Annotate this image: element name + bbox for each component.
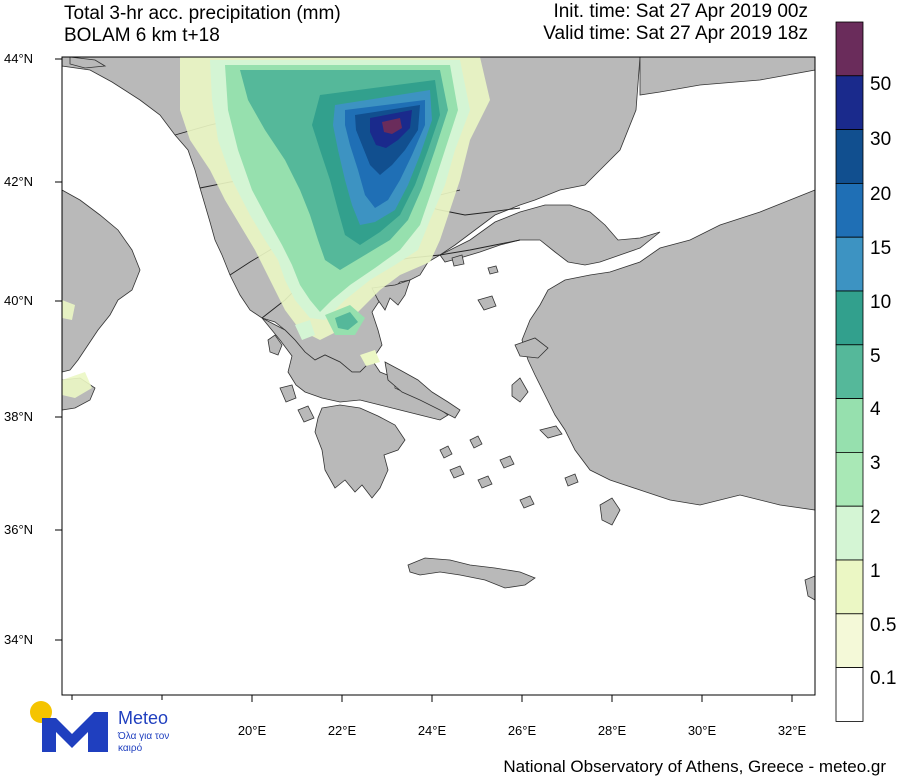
colorbar-label: 3 <box>870 453 881 474</box>
colorbar-label: 5 <box>870 346 881 367</box>
peloponnese <box>314 404 406 499</box>
lat-label-38: 38°N <box>4 409 34 424</box>
colorbar-swatch <box>835 613 864 668</box>
model-subtitle: BOLAM 6 km t+18 <box>64 25 220 46</box>
colorbar-swatch <box>835 236 864 292</box>
lat-label-34: 34°N <box>4 632 34 647</box>
thrace <box>439 204 661 266</box>
colorbar-label: 2 <box>870 507 881 528</box>
lon-label-24: 24°E <box>417 723 447 738</box>
colorbar-label: 0.1 <box>870 668 897 689</box>
colorbar-swatch <box>835 21 864 77</box>
colorbar-swatch <box>835 75 864 131</box>
lon-label-28: 28°E <box>597 723 627 738</box>
colorbar <box>835 21 864 722</box>
lon-label-26: 26°E <box>507 723 537 738</box>
logo-name: Meteo <box>118 708 169 728</box>
init-time: Init. time: Sat 27 Apr 2019 00z <box>553 1 808 22</box>
map-frame <box>61 56 816 696</box>
lon-label-22: 22°E <box>327 723 357 738</box>
lat-label-40: 40°N <box>4 293 34 308</box>
lat-label-36: 36°N <box>4 522 34 537</box>
meteo-m-icon <box>42 712 108 752</box>
longitude-ticks <box>71 695 793 702</box>
colorbar-label: 30 <box>870 129 892 150</box>
rhodes-island <box>599 497 621 526</box>
crete-island <box>407 557 536 589</box>
lat-label-44: 44°N <box>4 51 34 66</box>
colorbar-label: 4 <box>870 399 881 420</box>
colorbar-label: 20 <box>870 184 892 205</box>
footer-credit: National Observatory of Athens, Greece -… <box>503 757 886 776</box>
precipitation-field <box>62 57 490 398</box>
colorbar-swatch <box>835 129 864 184</box>
latitude-ticks <box>55 58 62 641</box>
colorbar-swatch <box>835 398 864 453</box>
colorbar-swatch <box>835 667 864 722</box>
colorbar-label: 50 <box>870 74 892 95</box>
colorbar-swatch <box>835 290 864 346</box>
lon-label-32: 32°E <box>777 723 807 738</box>
map-title: Total 3-hr acc. precipitation (mm) <box>64 3 341 24</box>
colorbar-swatch <box>835 505 864 561</box>
anatolia <box>521 189 816 511</box>
colorbar-label: 10 <box>870 292 892 313</box>
meteo-logo <box>30 701 108 752</box>
colorbar-label: 1 <box>870 561 881 582</box>
corfu-island <box>267 334 283 356</box>
colorbar-label: 15 <box>870 238 892 259</box>
logo-tagline: Όλα για τον καιρό <box>118 731 170 754</box>
lat-label-42: 42°N <box>4 174 34 189</box>
valid-time: Valid time: Sat 27 Apr 2019 18z <box>543 23 808 44</box>
lon-label-20: 20°E <box>237 723 267 738</box>
lesvos-island <box>514 337 549 359</box>
colorbar-swatch <box>835 451 864 507</box>
italy-heel <box>61 189 141 373</box>
lon-label-30: 30°E <box>687 723 717 738</box>
sun-icon <box>30 701 52 723</box>
evia-island <box>384 361 461 419</box>
colorbar-swatch <box>835 559 864 615</box>
colorbar-swatch <box>835 344 864 399</box>
colorbar-label: 0.5 <box>870 615 897 636</box>
colorbar-swatch <box>835 182 864 238</box>
